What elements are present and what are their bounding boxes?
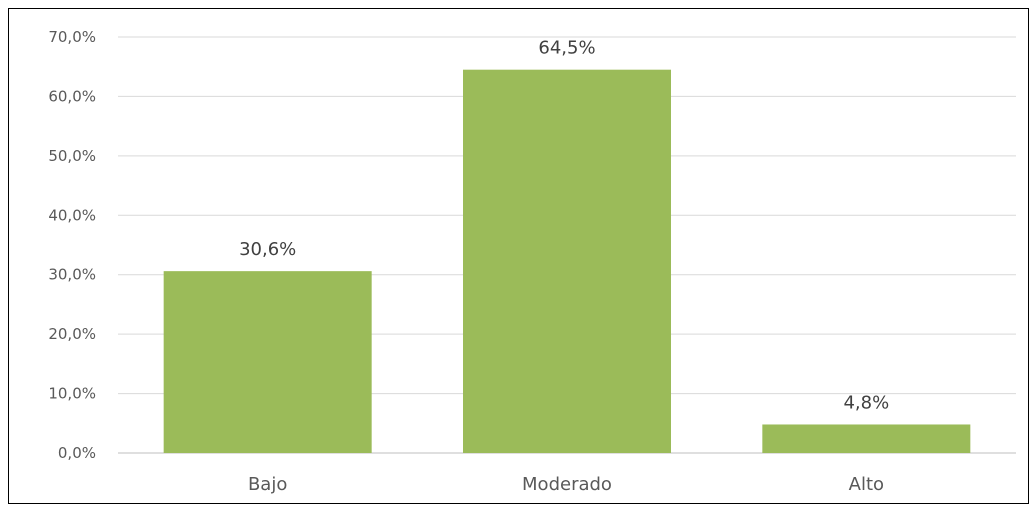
bar-alto: [762, 424, 971, 453]
y-tick-label: 30,0%: [48, 266, 96, 284]
data-label-alto: 4,8%: [843, 392, 889, 413]
bars: [163, 69, 971, 453]
y-tick-label: 70,0%: [48, 28, 96, 46]
y-tick-label: 60,0%: [48, 87, 96, 105]
y-tick-label: 20,0%: [48, 325, 96, 343]
y-tick-label: 50,0%: [48, 147, 96, 165]
data-label-moderado: 64,5%: [538, 38, 595, 59]
data-labels: 30,6% 64,5% 4,8%: [239, 38, 889, 414]
bar-moderado: [463, 69, 671, 453]
category-label-bajo: Bajo: [248, 474, 287, 495]
category-label-moderado: Moderado: [522, 474, 612, 495]
y-axis-tick-labels: 0,0% 10,0% 20,0% 30,0% 40,0% 50,0% 60,0% 70,0%: [48, 28, 96, 462]
data-label-bajo: 30,6%: [239, 239, 296, 260]
x-axis-category-labels: Bajo Moderado Alto: [248, 474, 884, 495]
y-tick-label: 0,0%: [58, 444, 96, 462]
y-tick-label: 10,0%: [48, 385, 96, 403]
y-tick-label: 40,0%: [48, 206, 96, 224]
category-label-alto: Alto: [849, 474, 884, 495]
bar-bajo: [163, 271, 372, 453]
